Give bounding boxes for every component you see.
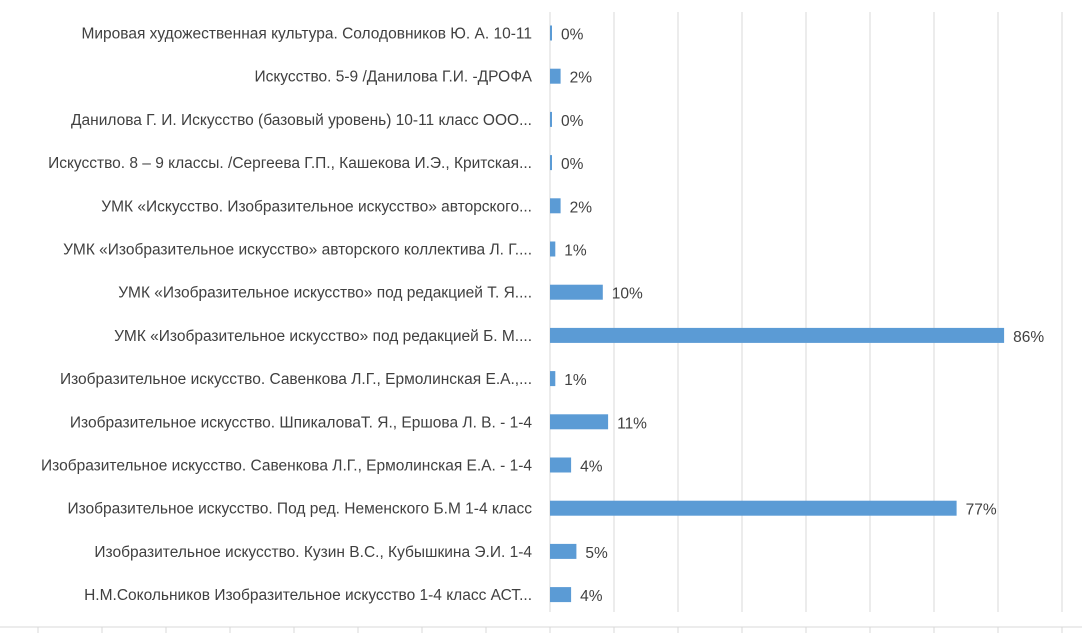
value-label-6: 1% <box>564 243 587 260</box>
bar-13 <box>550 543 577 559</box>
category-label-6: УМК «Изобразительное искусство» авторско… <box>63 242 532 259</box>
category-label-4: Искусство. 8 – 9 классы. /Сергеева Г.П.,… <box>48 155 532 172</box>
category-label-12: Изобразительное искусство. Под ред. Неме… <box>67 501 532 518</box>
value-label-12: 77% <box>966 502 997 519</box>
bars <box>550 25 1005 603</box>
category-label-11: Изобразительное искусство. Савенкова Л.Г… <box>41 458 532 475</box>
bar-4 <box>550 155 552 171</box>
bar-9 <box>550 371 556 387</box>
value-label-11: 4% <box>580 459 603 476</box>
value-label-8: 86% <box>1013 329 1044 346</box>
category-label-8: УМК «Изобразительное искусство» под реда… <box>114 328 532 345</box>
category-label-13: Изобразительное искусство. Кузин В.С., К… <box>94 544 532 561</box>
bar-2 <box>550 68 561 84</box>
value-label-5: 2% <box>570 199 593 216</box>
category-label-3: Данилова Г. И. Искусство (базовый уровен… <box>71 112 532 129</box>
value-label-10: 11% <box>617 415 647 432</box>
category-labels: Мировая художественная культура. Солодов… <box>41 26 533 605</box>
value-label-13: 5% <box>585 545 608 562</box>
x-axis <box>0 12 1082 633</box>
value-label-4: 0% <box>561 156 584 173</box>
category-label-9: Изобразительное искусство. Савенкова Л.Г… <box>60 371 532 388</box>
bar-14 <box>550 587 572 603</box>
bar-7 <box>550 284 603 300</box>
bar-1 <box>550 25 552 41</box>
bar-6 <box>550 241 556 257</box>
bar-12 <box>550 500 957 516</box>
bar-11 <box>550 457 572 473</box>
category-label-2: Искусство. 5-9 /Данилова Г.И. -ДРОФА <box>254 69 532 86</box>
category-label-14: Н.М.Сокольников Изобразительное искусств… <box>84 587 532 604</box>
value-labels: 0% 2% 0% 0% 2% 1% 10% 86% 1% 11% 4% 77% 5% 4% <box>561 27 1044 606</box>
category-label-10: Изобразительное искусство. ШпикаловаТ. Я… <box>70 414 532 431</box>
category-label-7: УМК «Изобразительное искусство» под реда… <box>118 285 532 302</box>
category-label-1: Мировая художественная культура. Солодов… <box>81 26 532 43</box>
value-label-9: 1% <box>564 372 587 389</box>
value-label-2: 2% <box>570 70 593 87</box>
value-label-1: 0% <box>561 27 584 44</box>
bar-10 <box>550 414 609 430</box>
value-label-7: 10% <box>612 286 643 303</box>
bar-3 <box>550 111 552 127</box>
value-label-3: 0% <box>561 113 584 130</box>
bar-5 <box>550 198 561 214</box>
bar-8 <box>550 327 1005 343</box>
value-label-14: 4% <box>580 588 603 605</box>
category-label-5: УМК «Искусство. Изобразительное искусств… <box>101 198 532 215</box>
gridlines <box>613 12 1063 612</box>
